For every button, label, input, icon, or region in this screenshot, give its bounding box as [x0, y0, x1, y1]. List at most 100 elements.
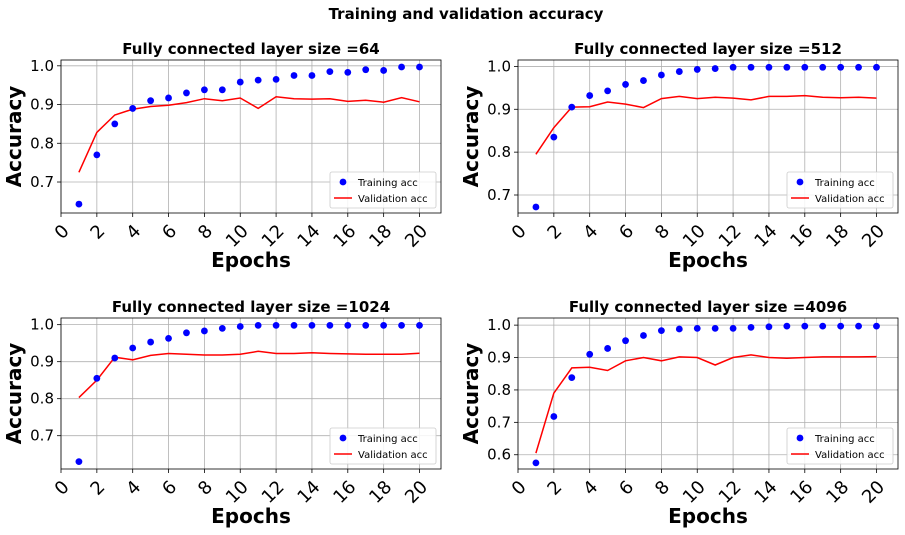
training-acc-point [326, 322, 334, 329]
validation-acc-line [78, 350, 420, 399]
training-acc-point [765, 63, 773, 71]
x-tick-label: 0 [51, 477, 74, 500]
training-acc-point [200, 327, 208, 335]
training-acc-point [532, 459, 540, 467]
x-axis-label: Epochs [211, 504, 291, 528]
training-acc-point [729, 324, 737, 332]
training-acc-point [837, 63, 845, 71]
training-acc-point [640, 77, 647, 84]
x-tick-label: 2 [86, 221, 109, 244]
training-acc-point [711, 65, 719, 72]
legend-box [786, 171, 894, 209]
x-tick-label: 14 [750, 477, 781, 508]
chart-title: Fully connected layer size =512 [574, 40, 842, 58]
training-acc-point [783, 322, 791, 330]
training-acc-point [111, 120, 119, 128]
training-acc-point [308, 322, 316, 329]
charts-container: Fully connected layer size =64 0.7 0.8 0.9 1… [2, 40, 899, 528]
legend-marker-training [339, 178, 347, 186]
x-tick-label: 18 [822, 477, 853, 508]
y-tick-label: 1.0 [487, 316, 511, 334]
chart-3: Fully connected layer size =1024 0.7 0.8 0.… [2, 298, 442, 528]
y-tick-label: 0.9 [487, 100, 511, 118]
training-acc-point [75, 200, 83, 208]
training-acc-point [362, 66, 370, 74]
legend: Training acc Validation acc [786, 427, 894, 465]
training-acc-point [75, 458, 83, 465]
training-acc-point [93, 151, 101, 159]
x-tick-label: 6 [615, 221, 638, 244]
training-acc-point [200, 86, 208, 94]
training-acc-point [111, 354, 119, 362]
x-tick-label: 6 [158, 477, 181, 500]
y-tick-label: 0.6 [487, 446, 511, 464]
x-tick-label: 16 [329, 477, 360, 508]
plot-frame [60, 317, 442, 470]
y-tick-label: 0.8 [30, 390, 54, 408]
training-acc-point [290, 322, 298, 329]
y-tick-label: 1.0 [30, 316, 54, 334]
x-tick-label: 4 [579, 221, 602, 244]
training-acc-point [254, 322, 262, 329]
training-acc-point [147, 338, 155, 346]
x-tick-label: 8 [194, 477, 217, 500]
x-tick-label: 2 [86, 477, 109, 500]
plot-frame [517, 59, 899, 214]
plot-frame [60, 59, 442, 214]
training-acc-point [129, 344, 137, 352]
y-tick-label: 0.8 [30, 134, 54, 152]
x-tick-label: 0 [508, 221, 531, 244]
training-acc-point [819, 322, 827, 330]
x-tick-label: 4 [579, 477, 602, 500]
training-acc-point [604, 345, 612, 352]
training-acc-point [693, 66, 701, 73]
legend: Training acc Validation acc [329, 427, 437, 465]
training-acc-point [873, 63, 880, 71]
chart-4: Fully connected layer size =4096 0.6 0.7 0.… [459, 298, 899, 528]
x-tick-label: 18 [822, 221, 853, 252]
training-acc-point [218, 86, 226, 94]
training-acc-point [801, 63, 809, 71]
x-axis-label: Epochs [668, 504, 748, 528]
x-tick-label: 8 [194, 221, 217, 244]
training-acc-point [550, 133, 558, 141]
y-axis-label: Accuracy [2, 86, 26, 188]
legend-label-training: Training acc [814, 178, 875, 189]
training-acc-point [586, 92, 594, 99]
legend-label-training: Training acc [357, 434, 418, 445]
training-acc-point [416, 63, 423, 71]
y-tick-label: 0.7 [487, 186, 511, 204]
y-tick-label: 0.8 [487, 381, 511, 399]
legend-label-validation: Validation acc [815, 450, 885, 461]
x-tick-label: 6 [615, 477, 638, 500]
training-acc-point [855, 63, 862, 71]
y-tick-label: 0.9 [487, 349, 511, 367]
training-acc-point [326, 68, 334, 76]
legend-marker-training [796, 434, 804, 442]
x-tick-label: 20 [858, 477, 889, 508]
training-acc-point [218, 324, 226, 332]
training-acc-point [747, 63, 755, 71]
validation-acc-line [535, 94, 877, 155]
training-acc-point [93, 374, 101, 382]
x-tick-label: 2 [543, 221, 566, 244]
training-acc-point [183, 329, 190, 337]
training-acc-point [290, 72, 298, 79]
x-tick-label: 4 [122, 477, 145, 500]
y-tick-label: 0.7 [30, 427, 54, 445]
y-tick-label: 1.0 [487, 57, 511, 75]
training-acc-point [657, 327, 665, 335]
training-acc-point [165, 94, 172, 102]
training-acc-point [837, 322, 845, 330]
legend: Training acc Validation acc [329, 171, 437, 209]
x-tick-label: 14 [293, 477, 324, 508]
chart-2: Fully connected layer size =512 0.7 0.8 0.9… [459, 40, 899, 272]
legend-marker-training [796, 178, 804, 186]
chart-title: Fully connected layer size =64 [122, 40, 379, 58]
training-acc-point [550, 413, 558, 420]
x-tick-label: 4 [122, 221, 145, 244]
plot-frame [517, 317, 899, 470]
training-acc-point [622, 81, 629, 88]
training-acc-point [586, 350, 594, 358]
